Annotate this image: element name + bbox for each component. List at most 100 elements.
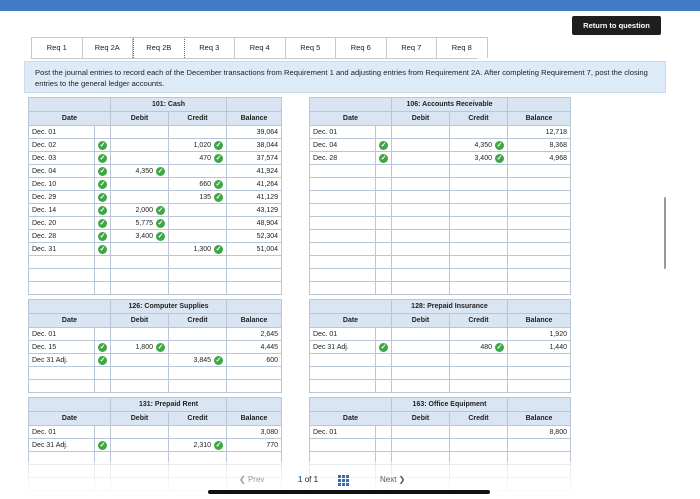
date-cell[interactable] bbox=[28, 268, 95, 282]
next-button[interactable]: Next ❯ bbox=[380, 475, 406, 484]
debit-cell[interactable] bbox=[391, 138, 450, 152]
credit-cell[interactable] bbox=[167, 255, 228, 269]
debit-cell[interactable] bbox=[391, 229, 450, 243]
credit-cell[interactable]: 3,845 ✓ bbox=[167, 353, 228, 367]
debit-cell[interactable] bbox=[391, 255, 450, 269]
debit-cell[interactable] bbox=[391, 125, 450, 139]
credit-cell[interactable] bbox=[167, 425, 228, 439]
tab-req-6[interactable]: Req 6 bbox=[336, 37, 387, 58]
credit-cell[interactable] bbox=[449, 268, 508, 282]
debit-cell[interactable] bbox=[391, 340, 450, 354]
date-cell[interactable]: Dec. 03 bbox=[28, 151, 95, 165]
credit-cell[interactable] bbox=[449, 125, 508, 139]
debit-cell[interactable]: 3,400 ✓ bbox=[110, 229, 169, 243]
date-cell[interactable]: Dec. 01 bbox=[309, 425, 376, 439]
credit-cell[interactable] bbox=[167, 340, 228, 354]
credit-cell[interactable] bbox=[449, 255, 508, 269]
date-cell[interactable]: Dec. 28 bbox=[28, 229, 95, 243]
date-cell[interactable] bbox=[309, 379, 376, 393]
credit-cell[interactable] bbox=[167, 203, 228, 217]
tab-req-1[interactable]: Req 1 bbox=[31, 37, 83, 58]
date-cell[interactable]: Dec. 01 bbox=[28, 125, 95, 139]
debit-cell[interactable] bbox=[391, 190, 450, 204]
date-cell[interactable]: Dec. 10 bbox=[28, 177, 95, 191]
date-cell[interactable]: Dec. 14 bbox=[28, 203, 95, 217]
debit-cell[interactable] bbox=[110, 353, 169, 367]
credit-cell[interactable] bbox=[167, 327, 228, 341]
debit-cell[interactable] bbox=[391, 327, 450, 341]
debit-cell[interactable]: 4,350 ✓ bbox=[110, 164, 169, 178]
debit-cell[interactable] bbox=[110, 438, 169, 452]
debit-cell[interactable] bbox=[391, 151, 450, 165]
debit-cell[interactable] bbox=[391, 353, 450, 367]
credit-cell[interactable] bbox=[449, 327, 508, 341]
date-cell[interactable]: Dec. 20 bbox=[28, 216, 95, 230]
date-cell[interactable] bbox=[309, 229, 376, 243]
tab-req-3[interactable]: Req 3 bbox=[184, 37, 235, 58]
date-cell[interactable]: Dec 31 Adj. bbox=[309, 340, 376, 354]
credit-cell[interactable] bbox=[167, 268, 228, 282]
date-cell[interactable]: Dec 31 Adj. bbox=[28, 438, 95, 452]
grid-icon[interactable] bbox=[338, 475, 349, 486]
credit-cell[interactable] bbox=[449, 177, 508, 191]
date-cell[interactable]: Dec. 04 bbox=[309, 138, 376, 152]
credit-cell[interactable]: 3,400 ✓ bbox=[449, 151, 508, 165]
debit-cell[interactable] bbox=[110, 327, 169, 341]
debit-cell[interactable] bbox=[110, 190, 169, 204]
credit-cell[interactable] bbox=[167, 366, 228, 380]
debit-cell[interactable]: 2,000 ✓ bbox=[110, 203, 169, 217]
date-cell[interactable] bbox=[309, 353, 376, 367]
debit-cell[interactable] bbox=[391, 164, 450, 178]
date-cell[interactable] bbox=[309, 366, 376, 380]
date-cell[interactable] bbox=[309, 164, 376, 178]
credit-cell[interactable]: 1,300 ✓ bbox=[167, 242, 228, 256]
debit-cell[interactable] bbox=[391, 203, 450, 217]
debit-cell[interactable] bbox=[110, 366, 169, 380]
date-cell[interactable] bbox=[28, 281, 95, 295]
credit-cell[interactable] bbox=[167, 379, 228, 393]
debit-cell[interactable] bbox=[391, 242, 450, 256]
credit-cell[interactable] bbox=[167, 229, 228, 243]
debit-cell[interactable] bbox=[110, 379, 169, 393]
date-cell[interactable]: Dec. 01 bbox=[309, 125, 376, 139]
credit-cell[interactable] bbox=[449, 242, 508, 256]
debit-cell[interactable] bbox=[391, 216, 450, 230]
debit-cell[interactable] bbox=[110, 255, 169, 269]
date-cell[interactable]: Dec. 29 bbox=[28, 190, 95, 204]
date-cell[interactable] bbox=[309, 216, 376, 230]
debit-cell[interactable]: 1,800 ✓ bbox=[110, 340, 169, 354]
debit-cell[interactable] bbox=[110, 268, 169, 282]
date-cell[interactable]: Dec. 28 bbox=[309, 151, 376, 165]
credit-cell[interactable] bbox=[449, 366, 508, 380]
credit-cell[interactable]: 2,310 ✓ bbox=[167, 438, 228, 452]
credit-cell[interactable] bbox=[167, 164, 228, 178]
debit-cell[interactable] bbox=[391, 379, 450, 393]
credit-cell[interactable] bbox=[449, 203, 508, 217]
credit-cell[interactable]: 660 ✓ bbox=[167, 177, 228, 191]
date-cell[interactable] bbox=[309, 281, 376, 295]
credit-cell[interactable] bbox=[449, 190, 508, 204]
date-cell[interactable]: Dec. 01 bbox=[28, 425, 95, 439]
debit-cell[interactable] bbox=[391, 177, 450, 191]
tab-req-7[interactable]: Req 7 bbox=[386, 37, 437, 58]
credit-cell[interactable] bbox=[167, 281, 228, 295]
date-cell[interactable] bbox=[309, 268, 376, 282]
date-cell[interactable] bbox=[309, 190, 376, 204]
debit-cell[interactable] bbox=[110, 138, 169, 152]
debit-cell[interactable] bbox=[110, 281, 169, 295]
date-cell[interactable] bbox=[309, 203, 376, 217]
credit-cell[interactable] bbox=[449, 425, 508, 439]
debit-cell[interactable]: 5,775 ✓ bbox=[110, 216, 169, 230]
debit-cell[interactable] bbox=[110, 125, 169, 139]
date-cell[interactable] bbox=[28, 366, 95, 380]
date-cell[interactable]: Dec. 04 bbox=[28, 164, 95, 178]
prev-button[interactable]: ❮ Prev bbox=[239, 475, 265, 484]
return-to-question-button[interactable]: Return to question bbox=[572, 16, 661, 35]
tab-req-8[interactable]: Req 8 bbox=[437, 37, 488, 58]
credit-cell[interactable] bbox=[449, 216, 508, 230]
date-cell[interactable] bbox=[309, 438, 376, 452]
credit-cell[interactable]: 135 ✓ bbox=[167, 190, 228, 204]
credit-cell[interactable] bbox=[449, 438, 508, 452]
debit-cell[interactable] bbox=[391, 425, 450, 439]
credit-cell[interactable] bbox=[449, 164, 508, 178]
